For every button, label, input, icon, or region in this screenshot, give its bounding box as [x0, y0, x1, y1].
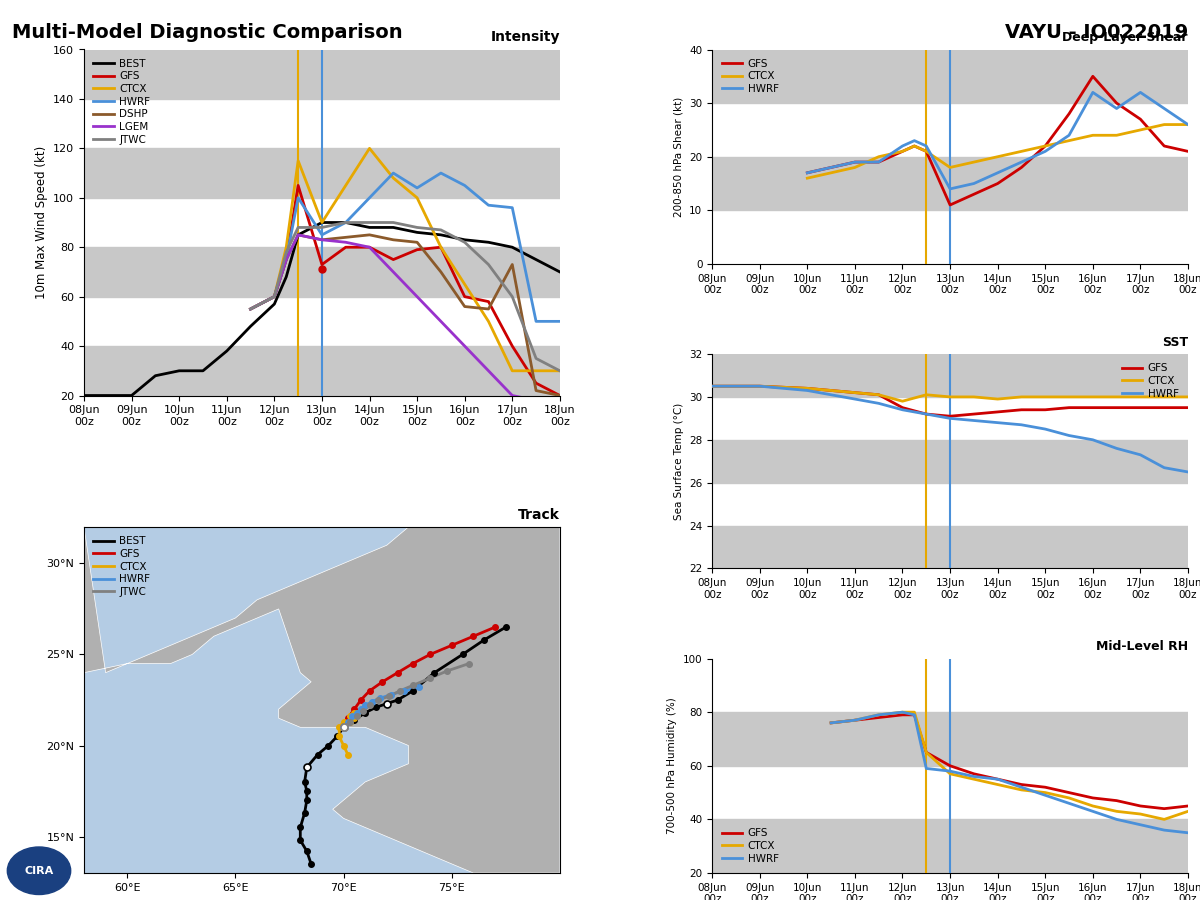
Polygon shape: [84, 527, 560, 873]
Bar: [84, 346, 560, 395]
Text: Track: Track: [518, 508, 560, 522]
Bar: [712, 50, 1188, 104]
Text: Intensity: Intensity: [491, 31, 560, 44]
Bar: [84, 248, 560, 297]
Legend: GFS, CTCX, HWRF: GFS, CTCX, HWRF: [1117, 359, 1183, 403]
Bar: [712, 157, 1188, 211]
Legend: BEST, GFS, CTCX, HWRF, DSHP, LGEM, JTWC: BEST, GFS, CTCX, HWRF, DSHP, LGEM, JTWC: [89, 55, 155, 148]
Legend: GFS, CTCX, HWRF: GFS, CTCX, HWRF: [718, 55, 782, 98]
Legend: GFS, CTCX, HWRF: GFS, CTCX, HWRF: [718, 824, 782, 868]
Text: SST: SST: [1162, 336, 1188, 348]
Y-axis label: 200-850 hPa Shear (kt): 200-850 hPa Shear (kt): [673, 96, 684, 217]
Text: Mid-Level RH: Mid-Level RH: [1096, 640, 1188, 653]
Text: Multi-Model Diagnostic Comparison: Multi-Model Diagnostic Comparison: [12, 22, 403, 41]
Bar: [712, 354, 1188, 397]
Bar: [712, 440, 1188, 482]
Bar: [712, 526, 1188, 569]
Bar: [712, 819, 1188, 873]
Text: Deep-Layer Shear: Deep-Layer Shear: [1062, 32, 1188, 44]
Text: VAYU - IO022019: VAYU - IO022019: [1004, 22, 1188, 41]
Y-axis label: 10m Max Wind Speed (kt): 10m Max Wind Speed (kt): [35, 146, 48, 299]
Legend: BEST, GFS, CTCX, HWRF, JTWC: BEST, GFS, CTCX, HWRF, JTWC: [89, 532, 155, 601]
Bar: [84, 50, 560, 99]
Bar: [712, 712, 1188, 766]
Y-axis label: Sea Surface Temp (°C): Sea Surface Temp (°C): [673, 402, 684, 520]
Text: CIRA: CIRA: [24, 866, 54, 876]
Y-axis label: 700-500 hPa Humidity (%): 700-500 hPa Humidity (%): [667, 698, 677, 834]
Circle shape: [7, 847, 71, 895]
Bar: [84, 148, 560, 198]
